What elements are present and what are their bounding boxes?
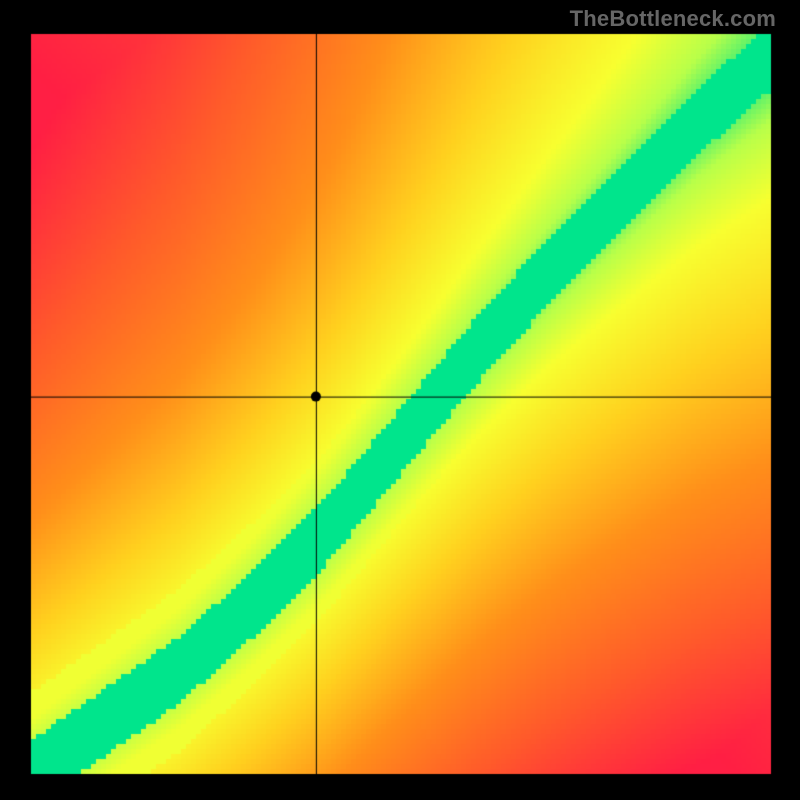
bottleneck-heatmap-canvas <box>0 0 800 800</box>
watermark-text: TheBottleneck.com <box>570 6 776 32</box>
chart-container: TheBottleneck.com <box>0 0 800 800</box>
